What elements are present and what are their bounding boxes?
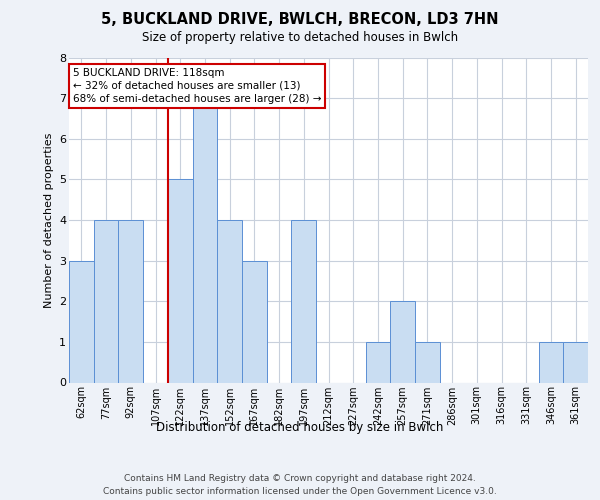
Bar: [563, 342, 588, 382]
Bar: [365, 342, 390, 382]
Bar: [94, 220, 118, 382]
Text: Distribution of detached houses by size in Bwlch: Distribution of detached houses by size …: [157, 421, 443, 434]
Text: Size of property relative to detached houses in Bwlch: Size of property relative to detached ho…: [142, 31, 458, 44]
Bar: [390, 301, 415, 382]
Bar: [193, 98, 217, 382]
Bar: [168, 180, 193, 382]
Bar: [118, 220, 143, 382]
Bar: [217, 220, 242, 382]
Bar: [69, 260, 94, 382]
Text: 5, BUCKLAND DRIVE, BWLCH, BRECON, LD3 7HN: 5, BUCKLAND DRIVE, BWLCH, BRECON, LD3 7H…: [101, 12, 499, 26]
Text: 5 BUCKLAND DRIVE: 118sqm
← 32% of detached houses are smaller (13)
68% of semi-d: 5 BUCKLAND DRIVE: 118sqm ← 32% of detach…: [73, 68, 321, 104]
Bar: [292, 220, 316, 382]
Bar: [539, 342, 563, 382]
Bar: [242, 260, 267, 382]
Bar: [415, 342, 440, 382]
Text: Contains HM Land Registry data © Crown copyright and database right 2024.
Contai: Contains HM Land Registry data © Crown c…: [103, 474, 497, 496]
Y-axis label: Number of detached properties: Number of detached properties: [44, 132, 53, 308]
